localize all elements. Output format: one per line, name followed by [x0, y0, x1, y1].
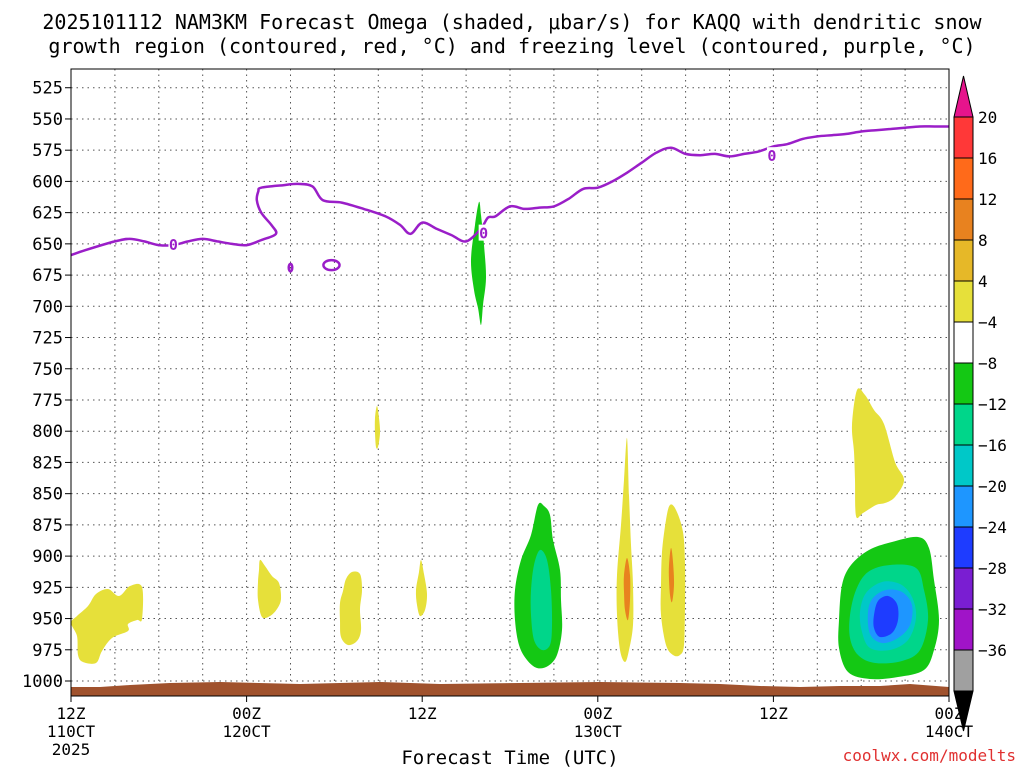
chart-footer: Forecast Time (UTC) coolwx.com/modelts — [401, 746, 1016, 768]
colorbar-level-label: 8 — [978, 231, 988, 250]
colorbar-level-label: −12 — [978, 395, 1007, 414]
x-tick-label-date: 110CT — [47, 722, 96, 741]
colorbar-level-label: −20 — [978, 477, 1007, 496]
y-tick-label: 850 — [32, 485, 63, 505]
colorbar-band — [953, 608, 974, 651]
x-tick-label-time: 12Z — [759, 704, 788, 723]
omega-region-yellow-positive — [415, 559, 428, 617]
colorbar-band — [953, 198, 974, 241]
colorbar-band — [953, 362, 974, 405]
y-tick-label: 875 — [32, 516, 63, 536]
y-tick-label: 575 — [32, 141, 63, 161]
y-tick-label: 1000 — [22, 672, 63, 692]
x-tick-label-time: 00Z — [935, 704, 964, 723]
omega-region-yellow-positive — [257, 559, 282, 619]
freezing-level-closed-contour — [287, 262, 294, 273]
omega-region-yellow-positive — [374, 406, 381, 449]
colorbar-band — [953, 239, 974, 282]
colorbar-band — [953, 485, 974, 528]
freezing-level-contour — [71, 125, 949, 257]
omega-core-orange — [623, 558, 631, 621]
freezing-level-closed-contour — [322, 258, 341, 272]
freezing-level-label: 0 — [479, 225, 488, 243]
contour-label-mask — [478, 224, 489, 241]
omega-core-orange — [668, 547, 675, 603]
watermark-source: coolwx.com/modelts — [843, 746, 1016, 765]
colorbar-level-label: 4 — [978, 272, 988, 291]
colorbar-level-label: −8 — [978, 354, 997, 373]
omega-region-yellow-positive — [851, 388, 904, 519]
freezing-level-label: 0 — [767, 147, 776, 165]
colorbar-level-label: −24 — [978, 518, 1007, 537]
colorbar-level-label: −28 — [978, 559, 1007, 578]
x-tick-label-date: 130CT — [574, 722, 623, 741]
y-tick-label: 975 — [32, 641, 63, 661]
omega-region-yellow-positive — [71, 583, 144, 664]
y-tick-label: 600 — [32, 172, 63, 192]
colorbar-over-triangle — [953, 75, 974, 118]
y-tick-label: 900 — [32, 547, 63, 567]
colorbar-band — [953, 157, 974, 200]
omega-region-yellow-positive — [339, 571, 362, 646]
colorbar-level-label: −16 — [978, 436, 1007, 455]
x-tick-label-time: 00Z — [583, 704, 612, 723]
x-tick-label-date: 120CT — [223, 722, 272, 741]
omega-core-teal — [530, 549, 553, 651]
colorbar-band — [953, 403, 974, 446]
y-tick-label: 725 — [32, 329, 63, 349]
colorbar-band — [953, 280, 974, 323]
plot-area: 0 0 0 — [70, 68, 950, 697]
contour-label-mask — [766, 147, 777, 164]
colorbar-level-label: 16 — [978, 149, 997, 168]
colorbar-band — [953, 444, 974, 487]
omega-core-deep-blue — [873, 595, 899, 638]
y-tick-label: 650 — [32, 235, 63, 255]
colorbar-under-triangle — [953, 690, 974, 732]
y-tick-label: 700 — [32, 297, 63, 317]
freezing-level-label: 0 — [169, 236, 178, 254]
x-tick-label-date: 140CT — [925, 722, 974, 741]
x-tick-label-time: 12Z — [408, 704, 437, 723]
colorbar-level-label: −4 — [978, 313, 997, 332]
colorbar-legend: 20 16 12 8 4 −4 −8 −12 −16 −20 −24 −28 −32 −36 — [953, 75, 1007, 732]
chart-title: 2025101112 NAM3KM Forecast Omega (shaded… — [42, 10, 982, 58]
y-tick-label: 925 — [32, 578, 63, 598]
y-tick-label: 800 — [32, 422, 63, 442]
y-tick-label: 950 — [32, 610, 63, 630]
y-tick-label: 675 — [32, 266, 63, 286]
plot-frame — [70, 68, 950, 697]
y-tick-label: 750 — [32, 360, 63, 380]
chart-title-line-1: 2025101112 NAM3KM Forecast Omega (shaded… — [42, 10, 982, 34]
x-tick-label-time: 00Z — [232, 704, 261, 723]
colorbar-band — [953, 526, 974, 569]
colorbar-level-label: 12 — [978, 190, 997, 209]
colorbar-band — [953, 567, 974, 610]
y-tick-label: 825 — [32, 453, 63, 473]
colorbar-level-label: 20 — [978, 108, 997, 127]
contour-label-mask — [168, 235, 179, 252]
y-tick-label: 775 — [32, 391, 63, 411]
y-tick-label: 550 — [32, 110, 63, 130]
x-tick-label-year: 2025 — [52, 740, 91, 759]
x-axis-label: Forecast Time (UTC) — [401, 747, 618, 768]
axes: 525 550 575 600 625 650 675 700 725 750 775 800 825 8… — [22, 79, 973, 759]
colorbar-band — [953, 321, 974, 364]
x-tick-label-time: 12Z — [57, 704, 86, 723]
chart-title-line-2: growth region (contoured, red, °C) and f… — [48, 34, 975, 58]
colorbar-band — [953, 649, 974, 692]
terrain-ground — [71, 682, 949, 696]
colorbar-level-label: −36 — [978, 641, 1007, 660]
y-tick-label: 525 — [32, 79, 63, 99]
y-tick-label: 625 — [32, 204, 63, 224]
colorbar-level-label: −32 — [978, 600, 1007, 619]
colorbar-band — [953, 116, 974, 159]
